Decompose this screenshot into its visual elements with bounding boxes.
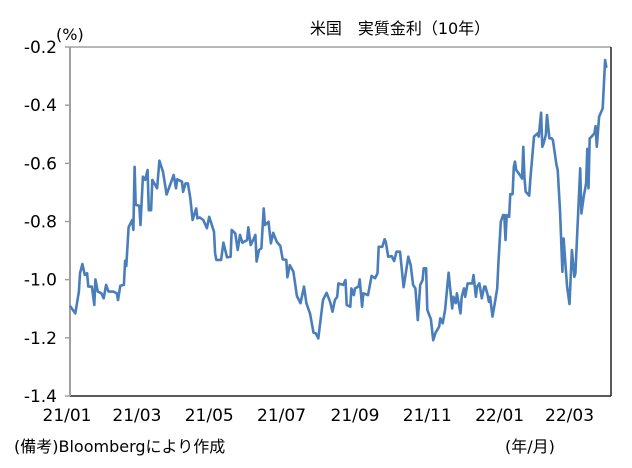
x-tick-label: 21/03	[112, 406, 161, 426]
x-tick-label: 21/09	[331, 406, 380, 426]
source-note: (備考)Bloombergにより作成	[14, 437, 225, 456]
x-axis-unit: (年/月)	[505, 437, 555, 456]
x-tick-label: 22/03	[545, 406, 594, 426]
chart-title: 米国 実質金利（10年）	[310, 19, 490, 38]
y-tick-label: -0.4	[24, 96, 57, 116]
y-tick-label: -1.2	[24, 329, 57, 349]
x-tick-label: 21/05	[185, 406, 234, 426]
series-line-real-rate	[69, 58, 608, 342]
y-axis-unit: (%)	[56, 25, 84, 44]
series-layer	[69, 58, 608, 342]
y-tick-label: -1.4	[24, 387, 57, 407]
plot-frame	[69, 46, 612, 397]
y-tick-label: -0.2	[24, 38, 57, 58]
x-tick-label: 21/07	[257, 406, 306, 426]
y-tick-label: -0.8	[24, 213, 57, 233]
x-tick-label: 22/01	[475, 406, 524, 426]
x-tick-label: 21/11	[403, 406, 452, 426]
x-axis: 21/01 21/03 21/05 21/07 21/09 21/11 22/01 22/03	[43, 406, 595, 426]
x-tick-label: 21/01	[43, 406, 92, 426]
y-axis: -0.2 -0.4 -0.6 -0.8 -1.0 -1.2 -1.4	[24, 38, 70, 407]
y-tick-label: -1.0	[24, 271, 57, 291]
y-tick-label: -0.6	[24, 154, 57, 174]
